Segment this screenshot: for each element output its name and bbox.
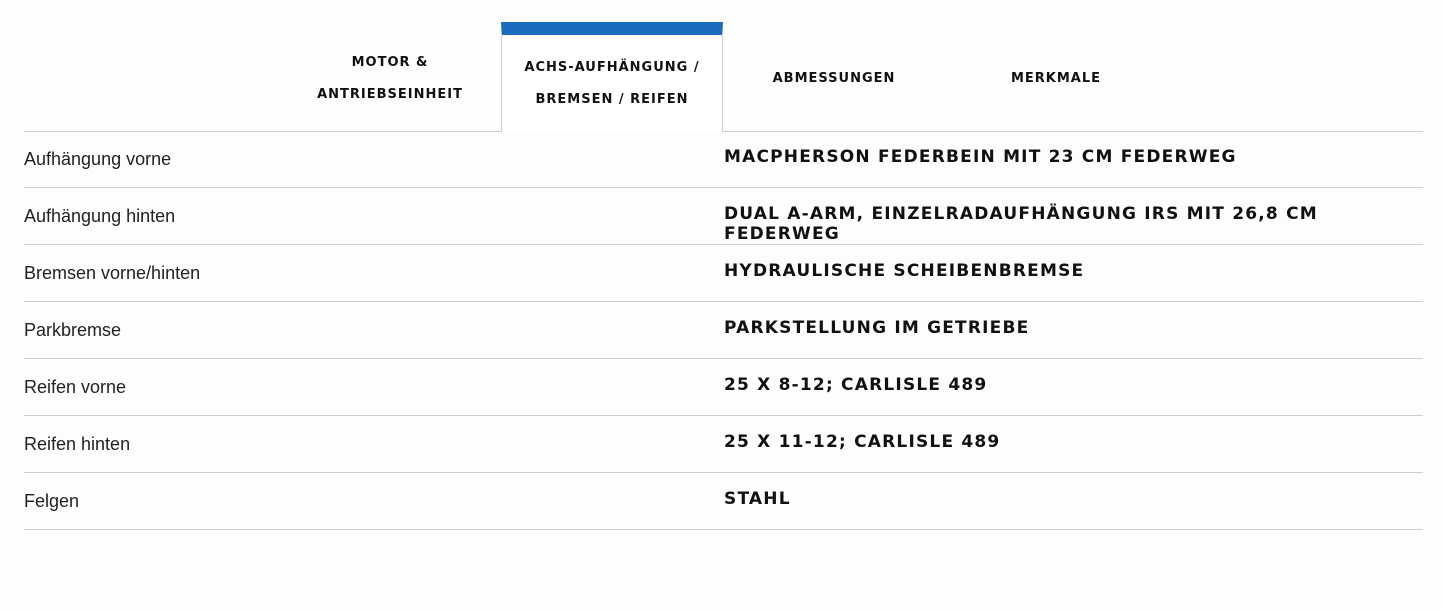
spec-label: Reifen vorne [24,377,127,397]
tab-abmessungen[interactable]: ABMESSUNGEN [723,22,945,131]
tab-label: MOTOR & ANTRIEBSEINHEIT [317,54,463,102]
spec-tabs: MOTOR & ANTRIEBSEINHEIT ACHS-AUFHÄNGUNG … [279,22,1167,132]
spec-value: HYDRAULISCHE SCHEIBENBREMSE [724,261,1085,281]
spec-table: Aufhängung vorne MACPHERSON FEDERBEIN MIT… [24,131,1423,530]
table-row: Aufhängung vorne MACPHERSON FEDERBEIN MIT… [24,131,1423,188]
tab-achs-aufhaengung[interactable]: ACHS-AUFHÄNGUNG / BREMSEN / REIFEN [501,22,723,132]
spec-value: DUAL A-ARM, EINZELRADAUFHÄNGUNG IRS MIT … [724,204,1318,244]
spec-value: 25 X 11-12; CARLISLE 489 [724,432,1001,452]
tab-motor[interactable]: MOTOR & ANTRIEBSEINHEIT [279,22,501,131]
spec-label: Aufhängung hinten [24,206,176,226]
table-row: Reifen hinten 25 X 11-12; CARLISLE 489 [24,416,1423,473]
spec-label: Parkbremse [24,320,122,340]
divider [723,131,1423,132]
spec-value: 25 X 8-12; CARLISLE 489 [724,375,988,395]
spec-label: Aufhängung vorne [24,149,172,169]
spec-label: Bremsen vorne/hinten [24,263,201,283]
tab-label: MERKMALE [1010,70,1102,86]
spec-value: STAHL [724,489,791,509]
spec-label: Felgen [24,491,80,511]
table-row: Reifen vorne 25 X 8-12; CARLISLE 489 [24,359,1423,416]
table-row: Aufhängung hinten DUAL A-ARM, EINZELRADAU… [24,188,1423,245]
spec-value: PARKSTELLUNG IM GETRIEBE [724,318,1030,338]
tab-label: ACHS-AUFHÄNGUNG / BREMSEN / REIFEN [524,59,700,107]
tab-merkmale[interactable]: MERKMALE [945,22,1167,131]
divider [24,131,501,132]
spec-label: Reifen hinten [24,434,131,454]
spec-value: MACPHERSON FEDERBEIN MIT 23 CM FEDERWEG [724,147,1237,167]
tab-label: ABMESSUNGEN [772,70,896,86]
table-row: Felgen STAHL [24,473,1423,530]
table-row: Parkbremse PARKSTELLUNG IM GETRIEBE [24,302,1423,359]
table-row: Bremsen vorne/hinten HYDRAULISCHE SCHEIBE… [24,245,1423,302]
